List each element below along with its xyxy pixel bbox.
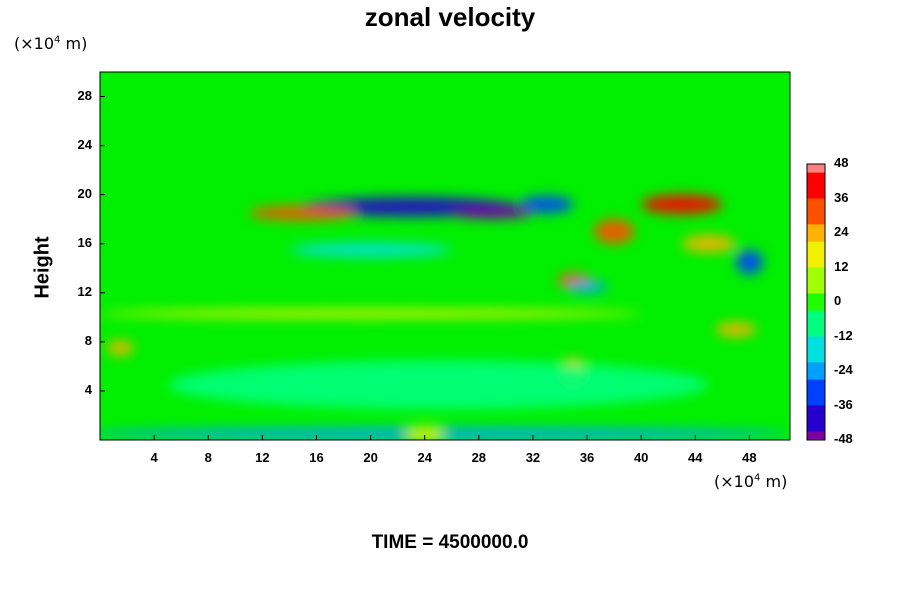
colorbar-segment [807,371,825,381]
x-tick-label: 36 [579,450,595,465]
x-unit-prefix: (×10 [714,472,755,491]
y-tick-label: 24 [77,136,92,152]
colorbar-segment [807,224,825,234]
y-tick-label: 8 [84,332,92,348]
velocity-feature-13 [566,280,608,293]
colorbar-segment [807,258,825,268]
x-tick-label: 8 [204,450,212,465]
y-axis-unit: (×104 m) [14,34,87,53]
colorbar-segment [807,181,825,191]
colorbar-label: -48 [834,431,853,446]
colorbar-frame [806,163,826,441]
x-tick-label: 44 [688,450,703,465]
colorbar-segment [807,276,825,286]
velocity-feature-1 [451,206,533,220]
x-tick-label: 24 [417,450,432,465]
colorbar-segment [807,388,825,398]
chart-title: zonal velocity [364,2,536,32]
colorbar [806,163,826,441]
x-unit-exponent: 4 [754,472,761,484]
colorbar-segment [807,189,825,199]
colorbar-segment [807,379,825,389]
time-label: TIME = 4500000.0 [371,532,529,553]
colorbar-segment [807,215,825,225]
y-tick-label: 12 [77,283,92,299]
colorbar-segment [807,250,825,260]
colorbar-segment [807,327,825,337]
colorbar-segment [807,396,825,406]
colorbar-segment [807,353,825,363]
x-tick-label: 40 [633,450,649,465]
colorbar-segment [807,405,825,415]
x-tick-label: 12 [255,450,270,465]
x-tick-marks [153,435,750,440]
x-tick-label: 32 [525,450,541,465]
colorbar-label: 0 [834,293,842,308]
colorbar-segment [807,431,825,441]
colorbar-label: -12 [834,327,853,343]
x-axis-unit: (×104 m) [714,472,787,491]
colorbar-segment [807,302,825,312]
colorbar-segment [807,164,825,174]
velocity-feature-9 [106,340,134,356]
y-tick-label: 4 [84,381,92,397]
colorbar-segment [807,345,825,355]
x-tick-label: 4 [150,450,158,465]
velocity-feature-10 [715,322,757,337]
x-unit-suffix: m) [760,472,788,491]
y-tick-label: 20 [77,185,92,201]
colorbar-segment [807,336,825,346]
colorbar-segment [807,267,825,277]
colorbar-segment [807,198,825,208]
colorbar-segment [807,414,825,424]
colorbar-label: 24 [834,224,849,239]
velocity-feature-15 [167,360,709,410]
colorbar-segment [807,422,825,432]
velocity-feature-3 [248,205,358,221]
velocity-feature-17 [404,426,445,440]
colorbar-segment [807,284,825,294]
colorbar-segment [807,362,825,372]
x-tick-label: 28 [471,450,487,465]
velocity-feature-14 [100,309,642,318]
colorbar-label: 36 [834,189,849,205]
y-unit-exponent: 4 [54,34,61,46]
x-tick-label: 48 [742,450,757,465]
y-unit-suffix: m) [60,34,88,53]
colorbar-label: -36 [834,396,853,412]
colorbar-segment [807,233,825,243]
colorbar-segment [807,207,825,217]
colorbar-label: 48 [834,155,849,170]
colorbar-label: -24 [834,362,853,377]
plot-frame [99,71,791,441]
colorbar-label: 12 [834,258,849,274]
y-tick-marks [100,96,105,392]
x-tick-label: 16 [309,450,324,465]
colorbar-segment [807,319,825,329]
velocity-feature-5 [593,219,635,244]
colorbar-segment [807,310,825,320]
colorbar-segment [807,293,825,303]
colorbar-segment [807,241,825,251]
velocity-feature-12 [735,249,763,275]
y-tick-label: 28 [77,87,92,103]
x-tick-label: 20 [363,450,378,465]
y-unit-prefix: (×10 [14,34,55,53]
velocity-feature-4 [641,194,723,215]
velocity-field [100,194,790,440]
velocity-feature-6 [681,235,736,253]
velocity-feature-11 [289,242,452,258]
velocity-feature-2 [519,195,574,214]
y-tick-label: 16 [77,234,92,250]
colorbar-segment [807,172,825,182]
